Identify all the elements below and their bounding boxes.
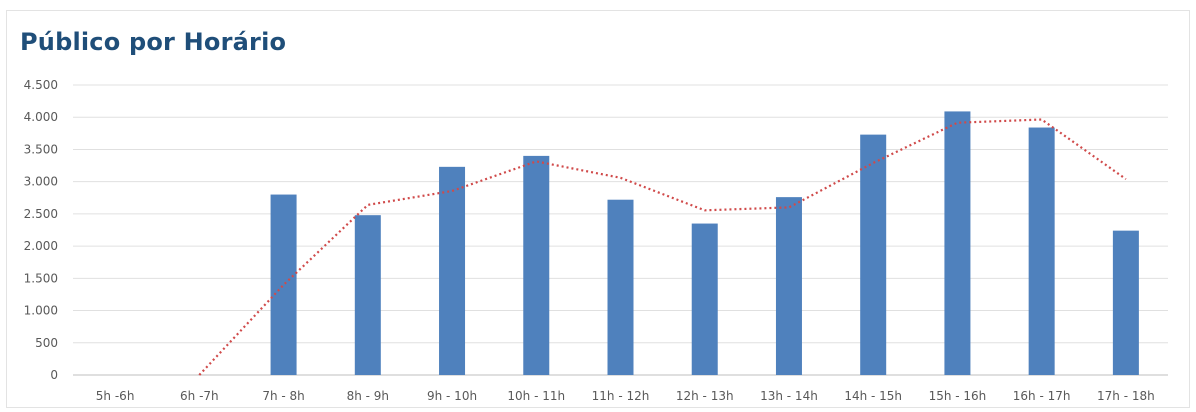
y-tick-label: 2.000 — [24, 239, 58, 253]
bar — [1028, 127, 1055, 376]
x-axis-ticks: 5h -6h 6h -7h 7h - 8h 8h - 9h 9h - 10h 10h - … — [96, 389, 1155, 403]
trend-line-series — [198, 118, 1127, 376]
y-tick-label: 4.500 — [24, 78, 58, 92]
y-tick-label: 1.000 — [24, 304, 58, 318]
y-tick-label: 3.500 — [24, 142, 58, 156]
x-tick-label: 13h - 14h — [760, 389, 818, 403]
bar — [607, 199, 634, 375]
x-tick-label: 16h - 17h — [1013, 389, 1071, 403]
bar-series — [270, 111, 1139, 376]
bar — [270, 194, 297, 375]
bar — [354, 215, 381, 375]
x-tick-label: 10h - 11h — [507, 389, 565, 403]
bar — [860, 134, 887, 375]
gridlines — [73, 84, 1168, 376]
x-tick-label: 12h - 13h — [676, 389, 734, 403]
bar — [691, 223, 718, 375]
y-tick-label: 3.000 — [24, 175, 58, 189]
x-tick-label: 5h -6h — [96, 389, 135, 403]
y-tick-label: 2.500 — [24, 207, 58, 221]
bar — [523, 155, 550, 375]
x-tick-label: 17h - 18h — [1097, 389, 1155, 403]
x-tick-label: 9h - 10h — [427, 389, 477, 403]
x-tick-label: 6h -7h — [180, 389, 219, 403]
bar — [775, 197, 802, 375]
x-tick-label: 7h - 8h — [262, 389, 304, 403]
y-axis-ticks: 0 500 1.000 1.500 2.000 2.500 3.000 3.500 4.000 4… — [24, 78, 58, 382]
bar — [439, 166, 466, 375]
x-tick-label: 14h - 15h — [844, 389, 902, 403]
chart-title: Público por Horário — [20, 28, 287, 56]
bar — [944, 111, 971, 375]
bar — [1112, 230, 1139, 375]
x-tick-label: 15h - 16h — [929, 389, 987, 403]
x-tick-label: 11h - 12h — [592, 389, 650, 403]
trend-line — [198, 118, 1127, 376]
y-tick-label: 4.000 — [24, 110, 58, 124]
y-tick-label: 500 — [35, 336, 58, 350]
x-tick-label: 8h - 9h — [347, 389, 389, 403]
y-tick-label: 1.500 — [24, 271, 58, 285]
chart-frame — [6, 10, 1190, 408]
y-tick-label: 0 — [50, 368, 58, 382]
